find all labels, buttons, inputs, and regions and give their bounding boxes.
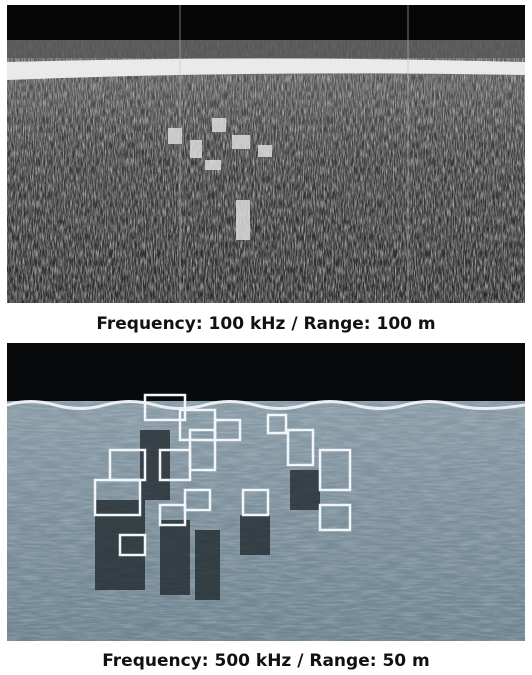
sonar-image-500khz [7,343,525,641]
sonar-image-100khz [7,5,525,303]
caption: Frequency: 100 kHz / Range: 100 m [0,314,532,334]
page: Frequency: 100 kHz / Range: 100 m Freque… [0,0,532,675]
sonar-images [0,0,532,675]
caption: Frequency: 500 kHz / Range: 50 m [0,651,532,671]
